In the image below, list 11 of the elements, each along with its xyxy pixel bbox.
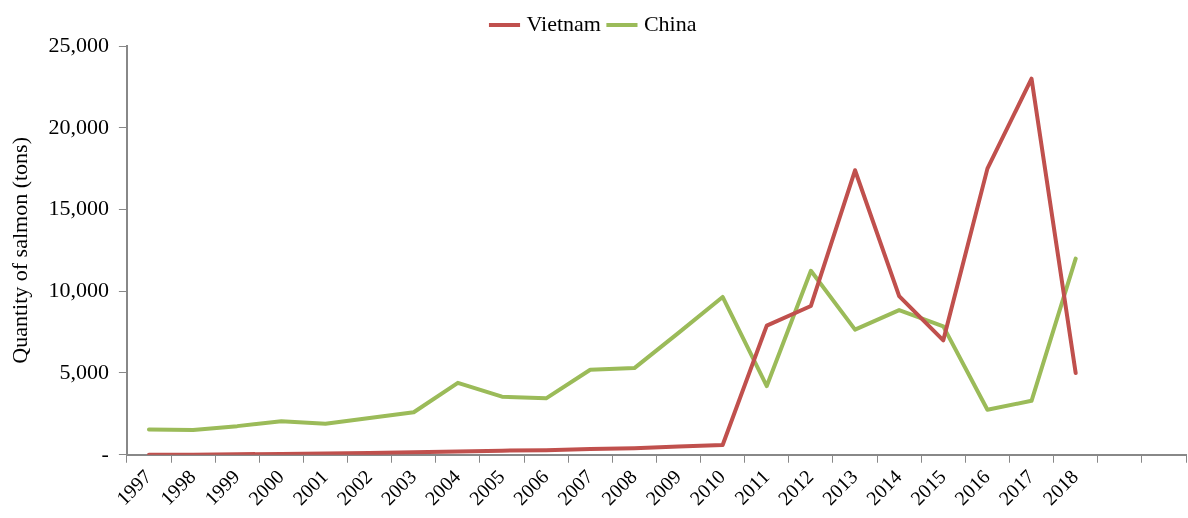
y-axis-title: Quantity of salmon (tons) <box>6 137 32 364</box>
x-tick-label: 2011 <box>729 465 774 509</box>
y-tick-label: 15,000 <box>48 195 109 221</box>
y-tick-label: 5,000 <box>59 358 109 384</box>
legend-label: China <box>643 10 697 36</box>
y-tick-label: 25,000 <box>48 31 109 57</box>
y-tick-label: 20,000 <box>48 113 109 139</box>
y-tick-label: 10,000 <box>48 277 109 303</box>
y-tick-label: - <box>101 440 109 466</box>
x-tick-label: 1999 <box>199 465 244 510</box>
legend-label: Vietnam <box>526 10 601 36</box>
